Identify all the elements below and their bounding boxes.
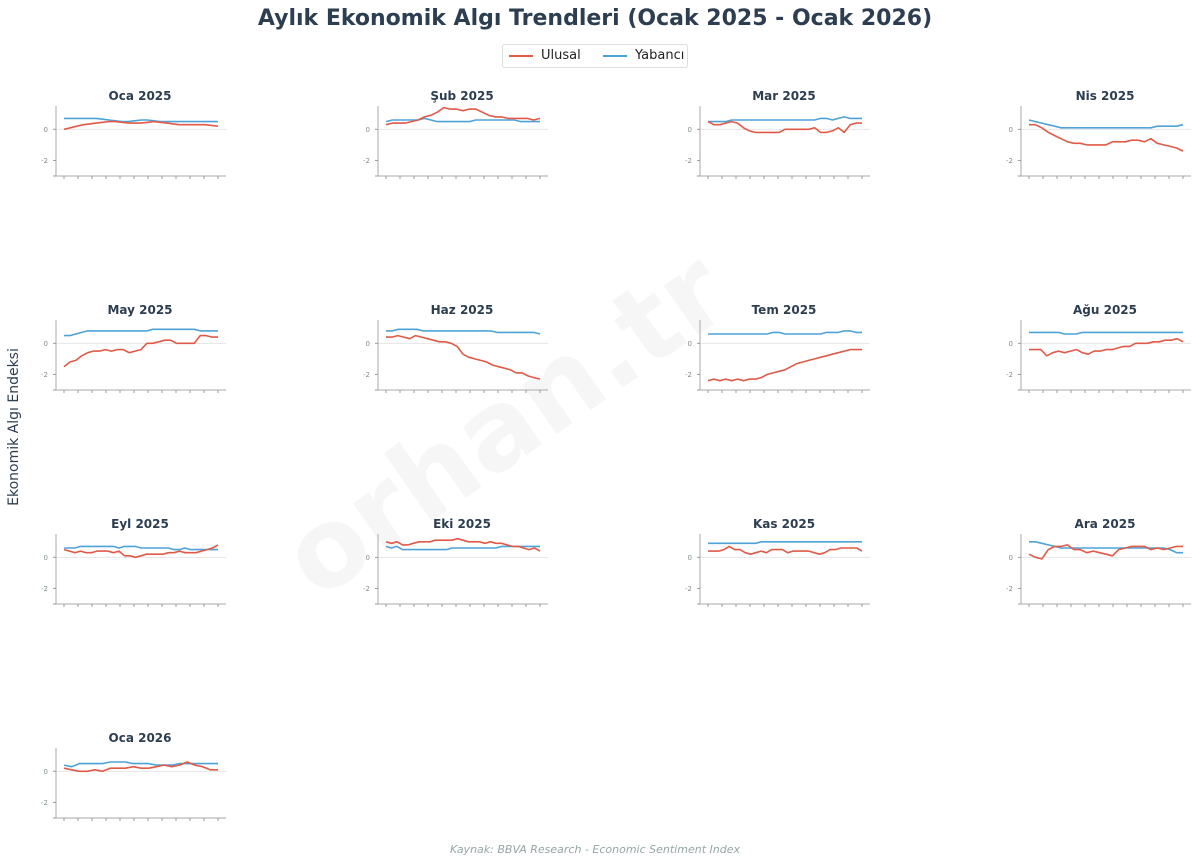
panel-11-line-yabanci [708,540,862,545]
panel-4-title: Nis 2025 [1076,89,1135,103]
panel-1-title: Oca 2025 [109,89,172,103]
panel-5-line-ulusal [63,334,218,368]
panel-10-title: Eki 2025 [433,517,491,531]
panel-9-title: Eyl 2025 [111,517,169,531]
panel-8-ytick-label: -2 [1006,371,1013,379]
panel-5-title: May 2025 [107,303,172,317]
panel-10-line-ulusal [385,537,541,552]
panel-12-ytick-label: 0 [1009,554,1013,562]
panel-12-ytick-label: -2 [1006,585,1013,593]
panel-3-line-ulusal [707,120,862,134]
panel-7-ytick-label: -2 [685,371,692,379]
panel-3-line-yabanci [708,116,862,123]
panel-11-title: Kas 2025 [753,517,815,531]
panel-11-line-ulusal [708,545,863,556]
panel-4-ytick-label: 0 [1009,126,1013,134]
source-note: Kaynak: BBVA Research - Economic Sentime… [450,843,740,856]
chart-title: Aylık Ekonomik Algı Trendleri (Ocak 2025… [257,6,933,31]
legend-label-ulusal: Ulusal [541,48,581,63]
panel-12-title: Ara 2025 [1075,517,1136,531]
panel-13-title: Oca 2026 [109,731,172,745]
panel-2-ytick-label: -2 [363,157,370,165]
panel-9-line-yabanci [64,545,218,551]
panel-5-ytick-label: -2 [41,371,48,379]
panel-2-ytick-label: 0 [366,126,370,134]
panel-2-title: Şub 2025 [430,89,493,103]
panel-1-line-ulusal [63,120,219,131]
legend-line-yabanci [603,54,627,57]
panel-7-line-yabanci [708,330,862,335]
panel-2-line-yabanci [385,117,540,123]
panel-13-line-ulusal [63,761,218,773]
panel-6-ytick-label: -2 [363,371,370,379]
panel-9-line-ulusal [63,544,219,559]
legend-label-yabanci: Yabancı [635,48,685,63]
panel-7-line-ulusal [707,348,862,382]
panel-6-title: Haz 2025 [431,303,494,317]
panel-2-line-ulusal [385,106,541,126]
legend: Ulusal Yabancı [502,44,688,68]
panel-10-ytick-label: 0 [366,554,370,562]
panel-4-line-ulusal [1029,123,1184,152]
panel-4-line-yabanci [1028,119,1184,129]
panel-9-ytick-label: 0 [44,554,48,562]
panel-1-line-yabanci [64,117,218,123]
legend-line-ulusal [509,54,533,57]
panel-13-ytick-label: 0 [44,768,48,776]
legend-item-ulusal: Ulusal [509,48,581,63]
panel-7-ytick-label: 0 [688,340,692,348]
panel-3-ytick-label: 0 [688,126,692,134]
panel-9-ytick-label: -2 [41,585,48,593]
panel-8-line-yabanci [1029,331,1183,335]
panel-12-line-ulusal [1028,544,1183,560]
legend-item-yabanci: Yabancı [603,48,684,63]
panel-5-ytick-label: 0 [44,340,48,348]
panel-11-ytick-label: -2 [685,585,692,593]
panel-4-ytick-label: -2 [1006,157,1013,165]
panel-1-ytick-label: -2 [41,157,48,165]
panel-13-ytick-label: -2 [41,799,48,807]
panel-8-line-ulusal [1029,337,1184,357]
panel-3-title: Mar 2025 [752,89,816,103]
panel-7-title: Tem 2025 [752,303,817,317]
panel-6-line-ulusal [386,334,541,380]
panel-8-title: Ağu 2025 [1073,303,1137,317]
panel-6-ytick-label: 0 [366,340,370,348]
panel-1-ytick-label: 0 [44,126,48,134]
panel-5-line-yabanci [64,328,218,337]
panel-6-line-yabanci [386,328,541,335]
panel-3-ytick-label: -2 [685,157,692,165]
panel-8-ytick-label: 0 [1009,340,1013,348]
panel-10-ytick-label: -2 [363,585,370,593]
panel-11-ytick-label: 0 [688,554,692,562]
